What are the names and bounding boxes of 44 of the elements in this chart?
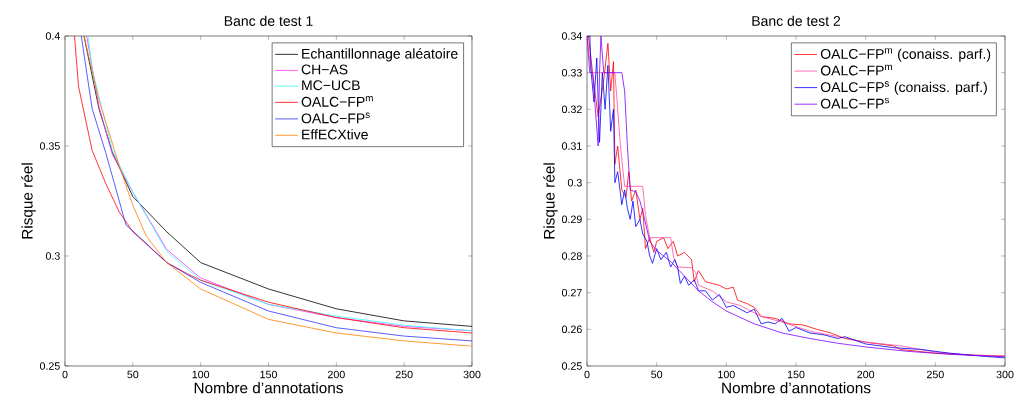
y-tick-label: 0.31 [561,142,582,150]
legend-label: MC−UCB [302,80,360,91]
x-axis-title: Nombre d’annotations [722,382,871,394]
chart-title: Banc de test 2 [752,15,841,26]
x-tick-label: 50 [127,370,139,379]
y-tick-label: 0.32 [561,105,582,114]
legend-label: Echantillonnage aléatoire [302,48,458,62]
x-tick-label: 100 [718,370,735,379]
legend-label: EffECXtive [302,129,368,140]
legend-label: OALC−FP$^{s}$ [820,97,890,109]
y-tick-label: 0.29 [561,215,582,224]
x-axis-title: Nombre d’annotations [194,382,343,394]
x-tick-label: 150 [787,370,805,379]
legend-label: OALC−FP$^{s}$ [301,112,370,124]
legend-label: OALC−FP$^{m}$ [301,96,373,107]
x-tick-label: 50 [651,370,663,379]
x-tick-label: 150 [260,370,277,379]
legend-label: OALC−FP$^{s}$ (conaiss. parf.) [820,81,987,95]
legend-label: OALC−FP$^{m}$ (conaiss. parf.) [820,48,991,62]
y-tick-label: 0.33 [561,68,582,77]
y-tick-label: 0.3 [567,178,582,187]
x-tick-label: 250 [395,370,413,379]
y-axis-title: Risque réel [21,163,36,239]
x-tick-label: 200 [327,370,345,379]
y-tick-label: 0.3 [45,252,60,260]
x-tick-label: 0 [62,370,68,379]
y-tick-label: 0.28 [561,252,582,260]
y-axis-title: Risque réel [543,163,558,239]
x-tick-label: 250 [926,370,944,379]
y-tick-label: 0.27 [561,288,582,297]
y-tick-label: 0.25 [561,362,582,370]
legend-label: CH−AS [301,64,348,75]
chart-title: Banc de test 1 [224,15,313,26]
x-tick-label: 200 [857,370,875,379]
y-tick-label: 0.25 [39,362,60,370]
y-tick-label: 0.26 [561,325,582,334]
y-tick-label: 0.35 [39,142,60,150]
x-tick-label: 300 [463,370,481,379]
x-tick-label: 0 [584,370,590,379]
y-tick-label: 0.4 [45,32,60,40]
legend-label: OALC−FP$^{m}$ [820,64,892,76]
y-tick-label: 0.34 [561,32,582,40]
x-tick-label: 100 [192,370,210,379]
x-tick-label: 300 [996,370,1014,379]
